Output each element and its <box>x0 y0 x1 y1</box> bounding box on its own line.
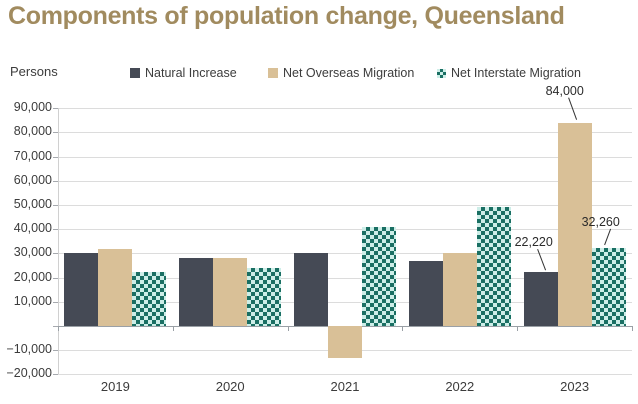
bar-natural-increase-2020 <box>179 257 214 326</box>
bar-natural-increase-2023 <box>523 272 558 326</box>
annotation-label-net-overseas-migration: 84,000 <box>545 83 584 98</box>
legend-item-net-interstate-migration: Net Interstate Migration <box>437 66 581 80</box>
legend-label: Natural Increase <box>145 66 237 80</box>
y-axis-line <box>58 108 59 375</box>
bar-net-overseas-migration-2019 <box>98 248 133 326</box>
gridline <box>58 277 632 279</box>
y-axis-tick <box>53 350 58 352</box>
y-axis-tick-label: 60,000 <box>13 172 52 187</box>
bar-net-interstate-migration-2023 <box>591 247 626 326</box>
y-axis-tick <box>53 180 58 182</box>
annotation-leader-line <box>604 228 612 246</box>
bar-natural-increase-2022 <box>408 260 443 326</box>
gridline <box>58 301 632 303</box>
bar-net-interstate-migration-2019 <box>132 272 167 326</box>
y-axis-tick-label: −20,000 <box>6 366 52 381</box>
chart-title: Components of population change, Queensl… <box>8 2 565 30</box>
y-axis-tick <box>53 277 58 279</box>
bar-natural-increase-2021 <box>294 253 328 326</box>
legend-item-net-overseas-migration: Net Overseas Migration <box>268 66 414 80</box>
gridline <box>58 156 632 158</box>
y-axis-tick-label: 80,000 <box>13 124 52 139</box>
bar-net-interstate-migration-2022 <box>476 207 511 326</box>
bar-net-interstate-migration-2021 <box>362 226 396 326</box>
y-axis-tick <box>53 301 58 303</box>
y-axis-tick-label: 30,000 <box>13 245 52 260</box>
gridline <box>58 253 632 255</box>
y-axis-tick <box>53 326 58 327</box>
x-axis-label-2019: 2019 <box>100 379 130 394</box>
x-axis-tick <box>517 326 519 331</box>
x-axis-label-2020: 2020 <box>215 379 245 394</box>
bar-net-overseas-migration-2023 <box>557 122 592 326</box>
y-axis-tick <box>53 156 58 158</box>
y-axis-tick <box>53 253 58 255</box>
y-axis-tick-label: −10,000 <box>6 342 52 357</box>
x-axis-tick <box>172 326 174 331</box>
net-interstate-migration-swatch-icon <box>437 68 446 78</box>
y-axis-tick <box>53 132 58 134</box>
x-axis-tick <box>632 326 633 331</box>
y-axis-tick-label: 70,000 <box>13 148 52 163</box>
gridline <box>58 132 632 134</box>
y-axis-tick-label: 90,000 <box>13 100 52 115</box>
gridline <box>58 374 632 376</box>
x-axis-label-2021: 2021 <box>330 379 360 394</box>
x-axis-label-2022: 2022 <box>445 379 475 394</box>
bar-net-overseas-migration-2020 <box>213 258 248 326</box>
bar-natural-increase-2019 <box>64 253 99 326</box>
y-axis-tick-label: 40,000 <box>13 221 52 236</box>
y-axis-tick <box>53 229 58 231</box>
bar-net-overseas-migration-2021 <box>328 326 362 358</box>
natural-increase-swatch-icon <box>130 68 140 78</box>
x-axis-tick <box>287 326 289 331</box>
y-axis-tick <box>53 205 58 206</box>
y-axis-tick-label: 50,000 <box>13 197 52 211</box>
y-axis-tick <box>53 108 58 110</box>
bar-net-interstate-migration-2020 <box>247 267 282 326</box>
net-overseas-migration-swatch-icon <box>268 68 278 78</box>
y-axis-tick-label: 10,000 <box>13 293 52 308</box>
legend-item-natural-increase: Natural Increase <box>130 66 237 80</box>
x-axis-tick <box>58 326 59 331</box>
gridline <box>58 108 632 110</box>
bar-net-overseas-migration-2022 <box>442 253 477 326</box>
annotation-label-natural-increase: 22,220 <box>514 235 553 250</box>
legend-label: Net Overseas Migration <box>283 66 415 80</box>
y-axis-tick <box>53 374 58 376</box>
x-axis-label-2023: 2023 <box>560 379 590 394</box>
gridline <box>58 180 632 182</box>
y-axis-tick-label: 20,000 <box>13 269 52 284</box>
legend-label: Net Interstate Migration <box>451 66 581 80</box>
gridline <box>58 229 632 231</box>
annotation-label-net-interstate-migration: 32,260 <box>581 214 620 229</box>
y-axis-unit-label: Persons <box>10 64 58 79</box>
x-axis-tick <box>402 326 404 331</box>
gridline <box>58 205 632 206</box>
annotation-leader-line <box>537 249 547 271</box>
